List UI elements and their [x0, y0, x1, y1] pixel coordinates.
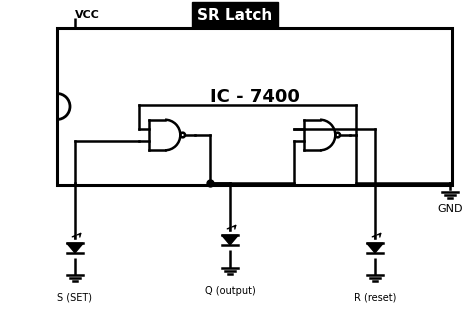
- Polygon shape: [67, 243, 83, 253]
- Text: SR Latch: SR Latch: [197, 7, 273, 22]
- Polygon shape: [222, 235, 238, 245]
- Text: R (reset): R (reset): [354, 293, 396, 303]
- Polygon shape: [367, 243, 383, 253]
- Text: S (SET): S (SET): [57, 293, 92, 303]
- Bar: [57, 28, 452, 185]
- Text: GND: GND: [437, 204, 463, 214]
- Text: IC - 7400: IC - 7400: [210, 88, 300, 106]
- Text: Q (output): Q (output): [205, 286, 255, 296]
- Text: VCC: VCC: [75, 10, 100, 20]
